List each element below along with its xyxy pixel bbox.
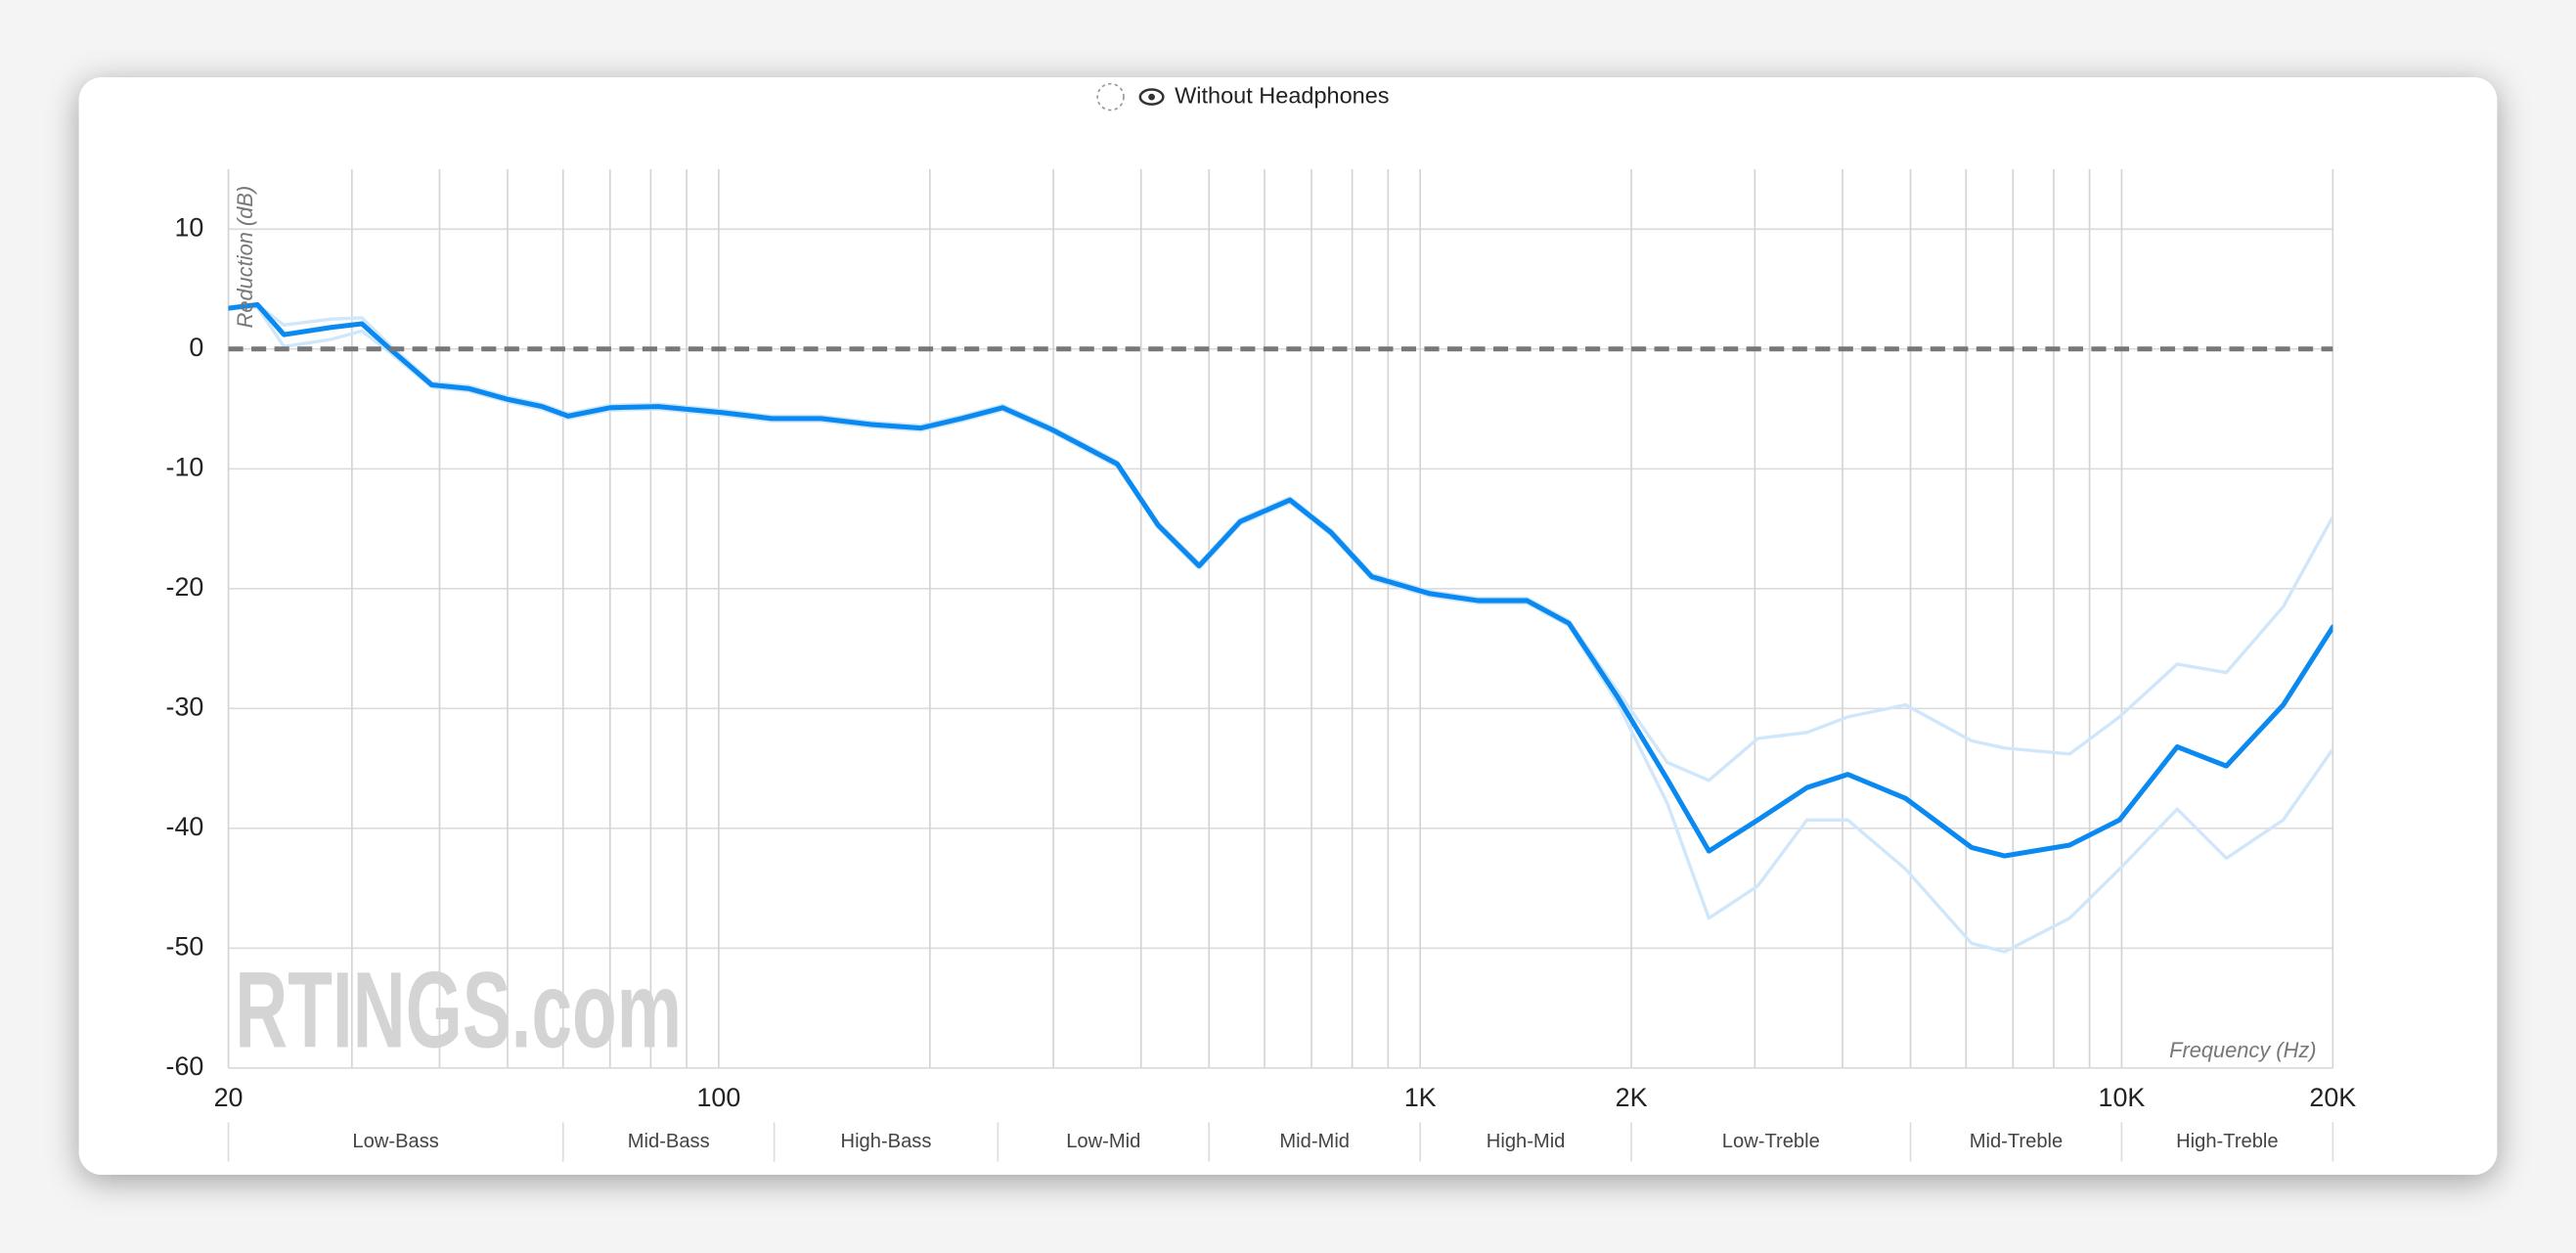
x-tick-label: 10K (2099, 1083, 2146, 1112)
legend[interactable]: Without Headphones (1096, 82, 1390, 112)
legend-label[interactable]: Without Headphones (1175, 82, 1389, 108)
watermark: RTINGS.com (235, 951, 682, 1071)
y-tick-label: -60 (166, 1052, 204, 1081)
band-label: Mid-Treble (1970, 1131, 2064, 1152)
y-tick-label: 10 (174, 212, 203, 242)
eye-icon[interactable] (1138, 88, 1165, 106)
band-label: High-Treble (2176, 1131, 2278, 1152)
lines (228, 301, 2333, 954)
x-axis-title: Frequency (Hz) (2169, 1038, 2316, 1062)
band-label: Low-Treble (1722, 1131, 1820, 1152)
y-tick-label: -30 (166, 692, 204, 721)
y-tick-label: -50 (166, 931, 204, 961)
x-tick-label: 20 (214, 1083, 244, 1112)
band-label: Low-Mid (1066, 1131, 1140, 1152)
band-label: Low-Bass (352, 1131, 438, 1152)
band-label: Mid-Bass (628, 1131, 710, 1152)
band-label: High-Mid (1487, 1131, 1566, 1152)
y-axis-title: Reduction (dB) (233, 186, 257, 329)
y-tick-label: -20 (166, 572, 204, 602)
y-tick-label: -40 (166, 812, 204, 841)
band-label: High-Bass (841, 1131, 932, 1152)
y-tick-label: -10 (166, 452, 204, 481)
x-tick-label: 100 (696, 1083, 740, 1112)
band-label: Mid-Mid (1279, 1131, 1350, 1152)
series-line (228, 301, 2333, 859)
x-tick-label: 2K (1616, 1083, 1648, 1112)
eye-pupil (1148, 93, 1155, 101)
card (78, 76, 2498, 1176)
x-tick-label: 1K (1404, 1083, 1437, 1112)
y-tick-label: 0 (189, 333, 203, 362)
legend-toggle[interactable] (1096, 82, 1125, 112)
x-tick-label: 20K (2309, 1083, 2356, 1112)
